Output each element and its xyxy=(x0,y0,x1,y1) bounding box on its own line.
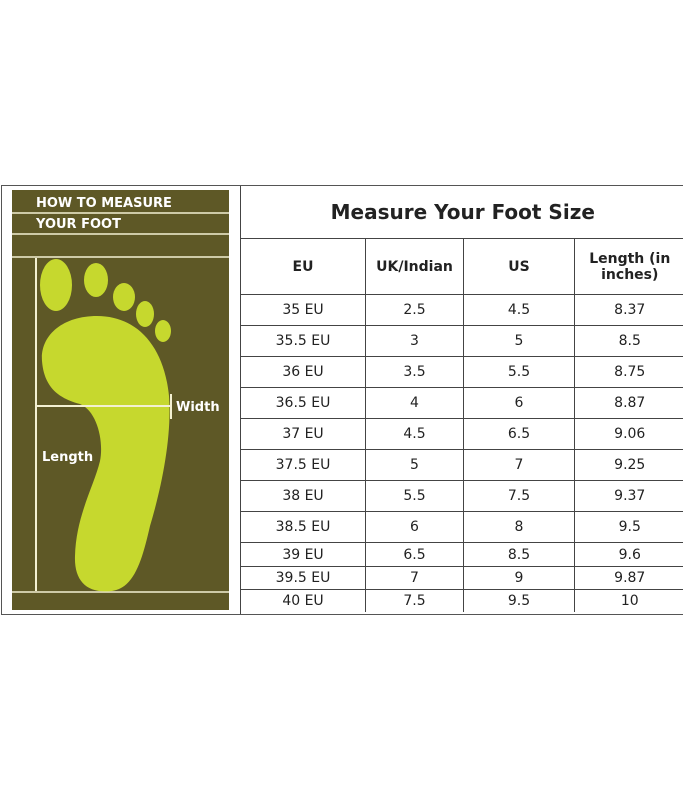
header-row: EU UK/Indian US Length (in inches) xyxy=(240,238,683,295)
heading-line2: YOUR FOOT xyxy=(35,217,121,232)
foot-diagram: HOW TO MEASURE YOUR FOOT Width Length xyxy=(12,190,229,610)
cell-us: 4.5 xyxy=(463,294,575,326)
cell-eu: 40 EU xyxy=(240,589,366,612)
cell-length: 9.25 xyxy=(573,449,683,481)
width-label: Width xyxy=(176,400,220,415)
cell-uk-indian: 2.5 xyxy=(365,294,464,326)
cell-eu: 35.5 EU xyxy=(240,325,366,357)
cell-us: 5.5 xyxy=(463,356,575,388)
cell-length: 9.5 xyxy=(573,511,683,543)
length-label: Length xyxy=(42,450,93,465)
table-row: 40 EU 7.5 9.5 10 xyxy=(240,589,683,612)
size-table: Measure Your Foot Size EU UK/Indian US L… xyxy=(239,186,683,612)
table-row: 36 EU 3.5 5.5 8.75 xyxy=(240,356,683,388)
cell-uk-indian: 7.5 xyxy=(365,589,464,612)
size-chart: HOW TO MEASURE YOUR FOOT Width Length Me… xyxy=(1,185,683,615)
table-row: 37.5 EU 5 7 9.25 xyxy=(240,449,683,481)
cell-length: 8.5 xyxy=(573,325,683,357)
cell-eu: 37 EU xyxy=(240,418,366,450)
cell-eu: 39.5 EU xyxy=(240,566,366,590)
cell-length: 10 xyxy=(573,589,683,612)
table-row: 36.5 EU 4 6 8.87 xyxy=(240,387,683,419)
cell-length: 8.37 xyxy=(573,294,683,326)
cell-length: 9.37 xyxy=(573,480,683,512)
table-row: 35.5 EU 3 5 8.5 xyxy=(240,325,683,357)
cell-uk-indian: 3 xyxy=(365,325,464,357)
heading-line1: HOW TO MEASURE xyxy=(36,196,172,211)
cell-us: 7.5 xyxy=(463,480,575,512)
cell-length: 9.06 xyxy=(573,418,683,450)
cell-length: 9.6 xyxy=(573,542,683,567)
table-row: 38.5 EU 6 8 9.5 xyxy=(240,511,683,543)
table-row: 38 EU 5.5 7.5 9.37 xyxy=(240,480,683,512)
cell-uk-indian: 6.5 xyxy=(365,542,464,567)
cell-eu: 39 EU xyxy=(240,542,366,567)
foot-shape xyxy=(40,259,171,592)
measure-foot-illustration: HOW TO MEASURE YOUR FOOT Width Length xyxy=(2,186,241,614)
table-row: 39 EU 6.5 8.5 9.6 xyxy=(240,542,683,567)
header-uk-indian: UK/Indian xyxy=(365,238,464,295)
cell-eu: 35 EU xyxy=(240,294,366,326)
table-row: 37 EU 4.5 6.5 9.06 xyxy=(240,418,683,450)
cell-us: 6.5 xyxy=(463,418,575,450)
header-us: US xyxy=(463,238,575,295)
cell-uk-indian: 7 xyxy=(365,566,464,590)
cell-uk-indian: 5.5 xyxy=(365,480,464,512)
cell-uk-indian: 4 xyxy=(365,387,464,419)
cell-us: 9 xyxy=(463,566,575,590)
cell-uk-indian: 5 xyxy=(365,449,464,481)
cell-length: 9.87 xyxy=(573,566,683,590)
table-title: Measure Your Foot Size xyxy=(239,186,683,239)
cell-eu: 38 EU xyxy=(240,480,366,512)
cell-eu: 37.5 EU xyxy=(240,449,366,481)
cell-eu: 36.5 EU xyxy=(240,387,366,419)
cell-uk-indian: 4.5 xyxy=(365,418,464,450)
cell-uk-indian: 6 xyxy=(365,511,464,543)
cell-length: 8.87 xyxy=(573,387,683,419)
cell-us: 5 xyxy=(463,325,575,357)
table-row: 39.5 EU 7 9 9.87 xyxy=(240,566,683,590)
table-row: 35 EU 2.5 4.5 8.37 xyxy=(240,294,683,326)
cell-eu: 36 EU xyxy=(240,356,366,388)
cell-us: 9.5 xyxy=(463,589,575,612)
cell-us: 8 xyxy=(463,511,575,543)
cell-length: 8.75 xyxy=(573,356,683,388)
cell-us: 6 xyxy=(463,387,575,419)
cell-us: 8.5 xyxy=(463,542,575,567)
cell-eu: 38.5 EU xyxy=(240,511,366,543)
cell-us: 7 xyxy=(463,449,575,481)
cell-uk-indian: 3.5 xyxy=(365,356,464,388)
header-length: Length (in inches) xyxy=(573,238,683,295)
header-eu: EU xyxy=(240,238,366,295)
